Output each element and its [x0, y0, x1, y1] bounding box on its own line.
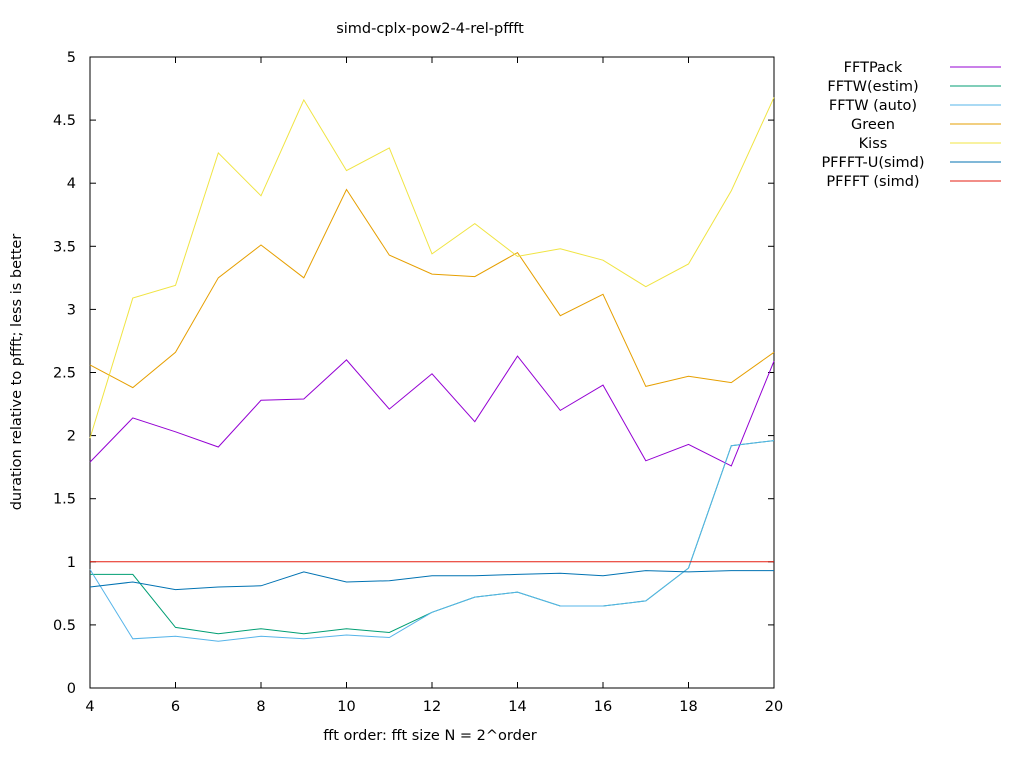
y-tick-label: 0 [67, 681, 76, 697]
chart-title: simd-cplx-pow2-4-rel-pffft [336, 21, 524, 37]
plot-frame [89, 56, 775, 689]
series-line-green [89, 188, 775, 389]
legend: FFTPack FFTW(estim) FFTW (auto) Green Kiss PF… [821, 60, 1001, 190]
legend-label-green: Green [851, 117, 895, 133]
x-tick-label: 6 [171, 699, 180, 715]
series-line-fftw-auto [89, 440, 775, 642]
legend-label-pffft-simd: PFFFT (simd) [826, 174, 919, 190]
x-tick-label: 18 [679, 699, 697, 715]
series-lines [89, 97, 775, 642]
y-tick-label: 2.5 [53, 366, 76, 382]
legend-label-kiss: Kiss [859, 136, 888, 152]
y-tick-label: 5 [67, 50, 76, 66]
y-tick-label: 1 [67, 555, 76, 571]
x-tick-label: 8 [256, 699, 265, 715]
plot-area [89, 56, 775, 689]
y-tick-label: 2 [67, 429, 76, 445]
legend-label-fftw-auto: FFTW (auto) [829, 98, 917, 114]
y-tick-label: 4.5 [53, 113, 76, 129]
y-tick-label: 1.5 [53, 492, 76, 508]
x-tick-label: 20 [765, 699, 783, 715]
axis-ticks: 4 6 8 10 12 14 16 18 20 0 0.5 1 1.5 2 2.5 3 3.5 4 4.5 5 [53, 50, 783, 715]
y-tick-label: 4 [67, 176, 76, 192]
y-tick-label: 3 [67, 302, 76, 318]
series-line-fftw-estim [90, 440, 775, 635]
x-tick-label: 12 [423, 699, 441, 715]
x-tick-label: 14 [508, 699, 526, 715]
legend-label-fftw-estim: FFTW(estim) [827, 79, 918, 95]
x-tick-label: 16 [594, 699, 612, 715]
y-tick-label: 3.5 [53, 239, 76, 255]
legend-label-pffft-u-simd: PFFFT-U(simd) [821, 155, 924, 171]
series-line-pffft-u-simd [89, 570, 774, 591]
y-axis-label: duration relative to pffft; less is bett… [9, 234, 25, 511]
x-axis-label: fft order: fft size N = 2^order [323, 728, 536, 744]
x-tick-label: 10 [337, 699, 355, 715]
x-tick-label: 4 [85, 699, 94, 715]
series-line-kiss [89, 97, 775, 439]
y-tick-label: 0.5 [53, 618, 76, 634]
legend-label-fftpack: FFTPack [844, 60, 903, 76]
series-line-fftpack [89, 355, 775, 467]
